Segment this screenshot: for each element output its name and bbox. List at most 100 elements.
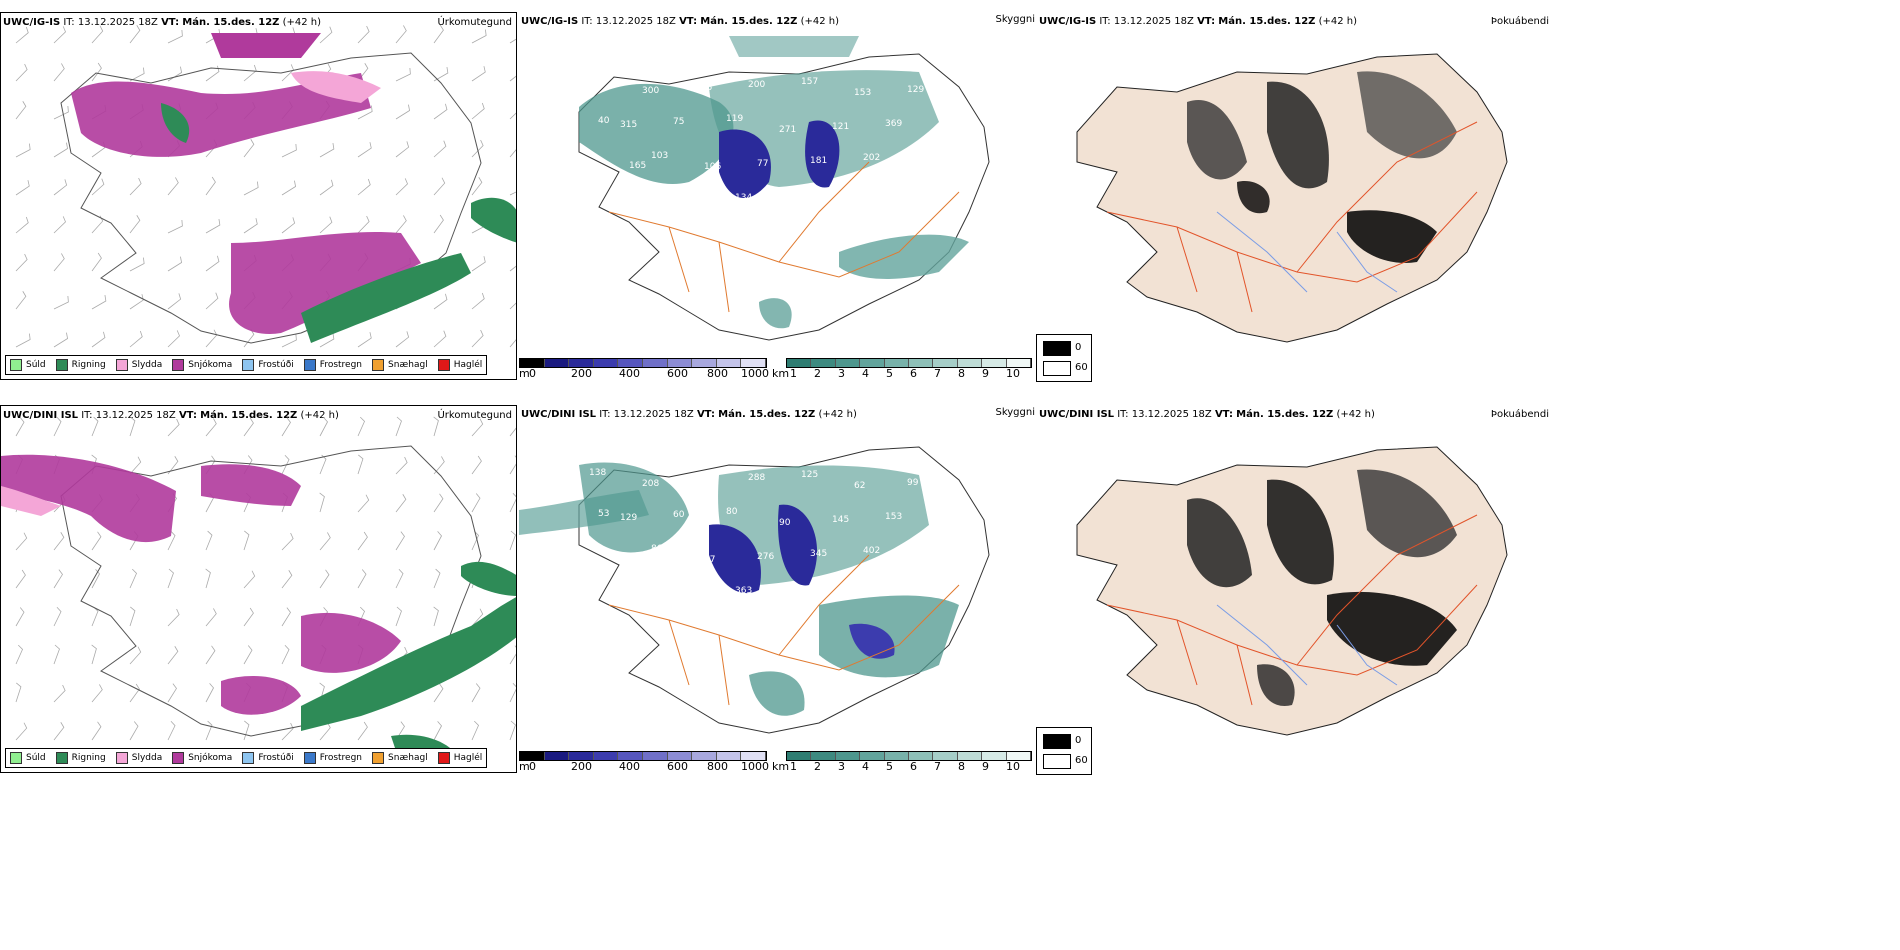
wind-barb (53, 253, 65, 272)
wind-barb (433, 531, 442, 551)
cloud-base-label: 181 (810, 156, 827, 166)
wind-barb (167, 530, 176, 551)
sleet-area (291, 71, 381, 103)
wind-barb (129, 456, 142, 475)
fog-legend-tick: 0 (1075, 342, 1082, 353)
colorbar-step (909, 752, 934, 760)
snow-area (229, 231, 421, 334)
legend-item-2: Slydda (115, 752, 162, 764)
wind-barb (167, 256, 183, 272)
colorbar-step (593, 752, 619, 760)
map-header: UWC/IG-IS IT: 13.12.2025 18Z VT: Mán. 15… (1039, 16, 1358, 27)
map-header: UWC/DINI ISL IT: 13.12.2025 18Z VT: Mán.… (3, 410, 339, 421)
fog-legend-tick: 0 (1075, 735, 1082, 746)
wind-barb (471, 256, 486, 272)
colorbar-step (692, 752, 717, 760)
legend-item-0: Súld (10, 359, 46, 371)
wind-barb (319, 417, 328, 437)
legend-item-0: Súld (10, 752, 46, 764)
wind-barb (91, 569, 100, 589)
cloud-base-label: 108 (682, 196, 699, 206)
wind-barb (395, 416, 402, 437)
cloud-base-colorbar-row2: m 0 200 400 600 800 1000 (519, 751, 769, 775)
sleet-area (1, 486, 61, 516)
colorbar-tick: 800 (707, 367, 728, 380)
visibility-colorbar-row1: km 1 2 3 4 5 6 7 8 9 10 (772, 358, 1034, 382)
fog-legend-swatch (1043, 361, 1071, 376)
colorbar-tick: 1000 (741, 760, 769, 773)
cloud-base-map-row2: UWC/DINI ISL IT: 13.12.2025 18Z VT: Mán.… (519, 405, 1035, 773)
colorbar-unit: m (519, 760, 530, 773)
precip-type-map-row2: UWC/DINI ISL IT: 13.12.2025 18Z VT: Mán.… (0, 405, 517, 773)
colorbar-tick: 5 (886, 760, 893, 773)
visibility-area (579, 462, 689, 553)
wind-barb (509, 682, 516, 703)
cloud-labels: 128 300 146 200 157 153 129 315 75 119 271 121 369 40… (589, 75, 933, 248)
snow-area (1, 454, 176, 543)
colorbar-step (982, 752, 1007, 760)
wind-barb (205, 65, 220, 82)
colorbar-tick: 400 (619, 760, 640, 773)
cloud-base-label: 152 (766, 238, 783, 248)
colorbar-step (569, 359, 594, 367)
wind-barb (129, 215, 141, 234)
colorbar-tick: 1 (790, 760, 797, 773)
wind-barb (395, 531, 405, 551)
legend-item-6: Snæhagl (372, 752, 428, 764)
colorbar-step (957, 359, 983, 367)
wind-barb (15, 607, 25, 627)
wind-barb (509, 427, 516, 437)
cloud-base-label: 103 (651, 151, 668, 161)
wind-barb (471, 720, 479, 741)
cloud-base-label: 165 (916, 164, 933, 174)
colorbar-tick: 10 (1006, 760, 1020, 773)
colorbar-step (1006, 359, 1032, 367)
cloud-base-label: 47 (704, 555, 715, 565)
cloud-base-area (778, 504, 818, 586)
wind-barb (433, 456, 445, 475)
rain-area (161, 103, 190, 143)
wind-barb (509, 645, 516, 665)
wind-barb (319, 532, 331, 551)
colorbar-step (544, 359, 570, 367)
legend-swatch (437, 359, 450, 371)
legend-item-4: Frostúði (242, 359, 294, 371)
wind-barb (129, 257, 145, 272)
wind-barb (91, 644, 97, 665)
iceland-outline (578, 53, 990, 341)
wind-barb (433, 330, 447, 348)
map-header: UWC/IG-IS IT: 13.12.2025 18Z VT: Mán. 15… (3, 17, 322, 28)
wind-barb (129, 568, 137, 589)
legend-swatch (242, 359, 255, 371)
colorbar-step (811, 359, 836, 367)
cloud-base-label: 86 (651, 544, 663, 554)
fog-title: Þokuábendi (1490, 16, 1549, 27)
fog-legend-swatch (1043, 341, 1071, 356)
wind-barb (53, 332, 69, 348)
cloud-base-label: 153 (854, 88, 871, 98)
wind-barb (15, 180, 30, 196)
cloud-base-label: 288 (748, 473, 765, 483)
wind-barb (205, 608, 217, 627)
wind-barb (471, 530, 479, 551)
colorbar-tick: 8 (958, 367, 965, 380)
wind-barb (433, 67, 449, 82)
colorbar-tick: 2 (814, 367, 821, 380)
wind-barb (53, 105, 69, 120)
wind-barb (471, 683, 481, 703)
colorbar-tick: 3 (838, 760, 845, 773)
wind-barb (91, 684, 103, 703)
wind-barb (53, 26, 66, 44)
colorbar-tick: 0 (529, 760, 536, 773)
wind-barb (509, 265, 516, 272)
wind-barb (471, 329, 484, 348)
cloud-base-label: 121 (832, 122, 849, 132)
fog-index-map-row2: UWC/DINI ISL IT: 13.12.2025 18Z VT: Mán.… (1037, 405, 1553, 773)
wind-barb (319, 569, 330, 589)
road-network (608, 554, 960, 706)
road-network (1106, 514, 1478, 706)
wind-barb (167, 456, 179, 475)
wind-barb (281, 722, 294, 741)
wind-barb (53, 63, 65, 82)
wind-barb (395, 456, 408, 475)
